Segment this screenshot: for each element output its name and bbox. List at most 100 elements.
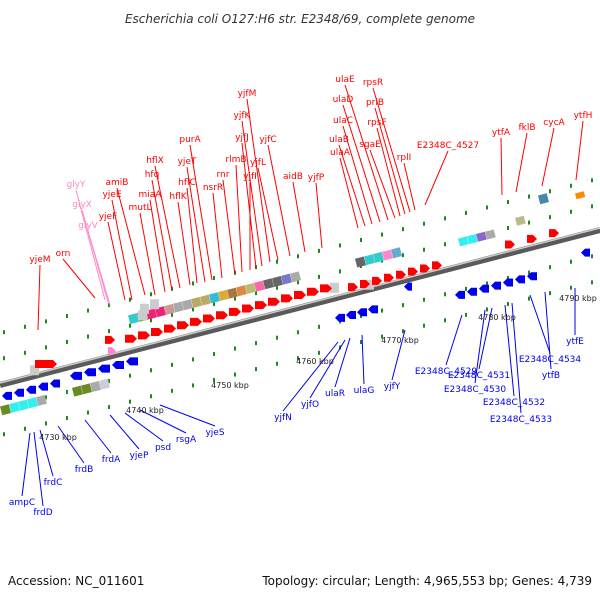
reverse-gene-arrow [335,313,345,322]
kbp-label: 4740 kbp [126,406,164,415]
forward-gene-arrow [372,276,382,285]
gene-label-ulaG: ulaG [354,386,375,396]
tick-mark [150,318,152,323]
tick-mark [402,227,404,232]
gene-label-glyV: glyV [78,221,99,231]
gene-label-ampC: ampC [9,498,35,508]
tick-mark [591,254,593,259]
gene-label-glyX: glyX [72,200,92,210]
tick-mark [297,280,299,285]
tick-mark [591,178,593,183]
forward-gene-arrow [527,234,537,243]
gene-label-E2348C_4527: E2348C_4527 [417,141,479,151]
feature-block [235,285,247,297]
feature-block [467,234,478,245]
reverse-gene-arrow [455,290,465,299]
tick-mark [192,383,194,388]
gene-label-yjfK: yjfK [234,111,252,121]
tick-mark [108,379,110,384]
gene-label-mutL: mutL [128,203,151,213]
tick-mark [549,265,551,270]
tick-mark [150,292,152,297]
feature-block [365,279,374,290]
forward-gene-arrow [281,294,293,303]
feature-block [138,310,147,321]
feature-block [90,380,101,392]
gene-label-hflC: hflC [178,178,196,188]
gene-leader-line [369,149,396,219]
forward-gene-arrow [307,287,319,296]
feature-block [128,313,139,325]
forward-gene-arrow [203,314,215,323]
feature-block [140,303,149,314]
reverse-gene-arrow [346,311,356,320]
gene-label-yjfY: yjfY [384,382,401,392]
forward-gene-arrow [348,283,358,292]
gene-leader-line [292,181,306,253]
forward-gene-arrow [420,264,430,273]
tick-mark [591,204,593,209]
gene-leader-line [186,187,198,284]
gene-label-rnr: rnr [217,170,230,180]
gene-leader-line [189,144,213,281]
tick-mark [570,209,572,214]
gene-leader-line [212,192,223,279]
forward-gene-arrow [294,291,306,300]
feature-block [263,278,274,290]
tick-mark [402,329,404,334]
tick-mark [444,318,446,323]
tick-mark [45,395,47,400]
gene-label-ytfH: ytfH [574,111,593,121]
gene-leader-line [39,429,54,477]
gene-leader-line [87,230,111,306]
feature-block [330,282,339,293]
forward-gene-arrow [35,359,57,368]
tick-mark [276,259,278,264]
gene-leader-line [500,137,503,196]
feature-block [244,282,256,294]
forward-gene-arrow [108,347,116,356]
gene-label-yjeP: yjeP [130,451,149,461]
gene-label-ulaB: ulaB [329,135,349,145]
feature-block [484,229,496,240]
gene-label-amiB: amiB [106,178,129,188]
forward-gene-arrow [138,331,150,340]
gene-leader-line [149,199,166,293]
forward-gene-arrow [396,270,406,279]
gene-label-ytfE: ytfE [566,337,584,347]
reverse-gene-arrow [2,391,12,400]
forward-gene-arrow [177,321,189,330]
gene-leader-line [62,258,96,299]
gene-label-yjfO: yjfO [301,400,319,410]
forward-gene-arrow [190,317,202,326]
reverse-gene-arrow [98,364,110,373]
tick-mark [318,324,320,329]
feature-block [373,251,384,263]
reverse-gene-arrow [527,272,537,281]
feature-block [98,378,110,390]
gene-leader-line [154,165,181,289]
feature-block [364,254,375,266]
tick-mark [402,253,404,258]
tick-mark [108,303,110,308]
tick-mark [444,216,446,221]
genome-backbone [0,227,600,388]
feature-block [200,294,211,306]
tick-mark [528,296,530,301]
tick-mark [360,238,362,242]
gene-leader-line [361,334,365,385]
forward-gene-arrow [505,240,515,249]
tick-mark [129,297,131,302]
feature-block [355,256,366,268]
feature-block [182,299,193,311]
gene-label-yjeT: yjeT [178,157,197,167]
forward-gene-arrow [360,280,370,288]
tick-mark [297,356,299,361]
gene-leader-line [21,432,31,497]
gene-label-rplI: rplI [397,153,412,163]
kbp-label: 4780 kbp [478,313,516,322]
tick-mark [24,426,26,431]
tick-mark [528,270,530,275]
gene-label-yjeF: yjeF [99,212,118,222]
